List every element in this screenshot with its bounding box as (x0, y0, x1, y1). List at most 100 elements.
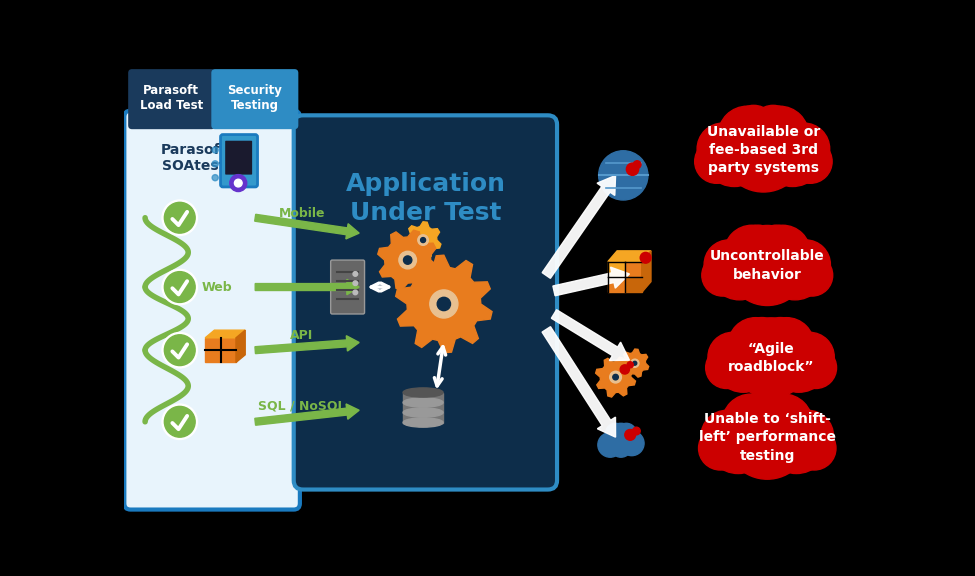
Circle shape (404, 256, 411, 264)
Ellipse shape (403, 408, 443, 417)
Circle shape (759, 317, 801, 361)
Circle shape (437, 297, 450, 310)
Circle shape (795, 347, 837, 388)
Circle shape (735, 393, 780, 439)
Text: Application
Under Test: Application Under Test (345, 172, 505, 225)
Circle shape (633, 361, 637, 365)
FancyBboxPatch shape (225, 141, 253, 175)
Circle shape (165, 407, 195, 437)
FancyBboxPatch shape (128, 69, 215, 129)
Circle shape (727, 225, 807, 305)
Circle shape (725, 395, 809, 479)
Polygon shape (607, 251, 651, 262)
Circle shape (708, 332, 758, 382)
Text: Parasoft
Load Test: Parasoft Load Test (139, 84, 203, 112)
Circle shape (755, 225, 799, 268)
Circle shape (162, 332, 198, 368)
Circle shape (610, 435, 632, 457)
Polygon shape (205, 338, 236, 362)
Ellipse shape (403, 398, 443, 407)
Text: Parasoft
SOAtest: Parasoft SOAtest (161, 143, 227, 173)
Circle shape (785, 332, 835, 382)
Circle shape (230, 175, 247, 192)
Text: Uncontrollable
behavior: Uncontrollable behavior (710, 249, 825, 282)
Circle shape (627, 362, 634, 368)
Text: SQL / NoSQL: SQL / NoSQL (258, 399, 346, 412)
Circle shape (620, 365, 630, 374)
Circle shape (731, 105, 776, 150)
Circle shape (599, 151, 648, 200)
Circle shape (616, 423, 637, 444)
Polygon shape (205, 330, 245, 338)
FancyArrow shape (254, 404, 359, 425)
Polygon shape (396, 255, 492, 353)
FancyBboxPatch shape (331, 260, 365, 314)
Circle shape (213, 147, 218, 153)
Circle shape (631, 359, 639, 367)
Circle shape (234, 179, 242, 187)
Circle shape (162, 200, 198, 236)
Circle shape (755, 225, 810, 281)
Text: “Agile
roadblock”: “Agile roadblock” (728, 342, 814, 374)
Text: Security
Testing: Security Testing (227, 84, 282, 112)
Circle shape (704, 240, 754, 289)
Circle shape (605, 423, 637, 454)
Circle shape (789, 139, 832, 183)
Circle shape (165, 335, 195, 366)
Circle shape (764, 238, 826, 300)
Circle shape (768, 331, 830, 392)
Text: Mobile: Mobile (279, 207, 326, 221)
Circle shape (633, 427, 641, 435)
Circle shape (793, 426, 836, 470)
Circle shape (740, 245, 795, 300)
Circle shape (162, 270, 198, 305)
Circle shape (709, 238, 770, 300)
Circle shape (722, 108, 805, 192)
Circle shape (734, 129, 793, 187)
Text: Web: Web (201, 281, 232, 294)
Polygon shape (625, 262, 642, 277)
Circle shape (420, 237, 425, 242)
Circle shape (760, 122, 825, 187)
FancyArrow shape (542, 175, 615, 278)
FancyArrow shape (254, 214, 359, 239)
Circle shape (634, 161, 641, 168)
Polygon shape (236, 330, 245, 362)
Polygon shape (596, 357, 636, 397)
Circle shape (353, 272, 358, 276)
Text: Unable to ‘shift-
left’ performance
testing: Unable to ‘shift- left’ performance test… (699, 412, 836, 463)
Text: Unavailable or
fee-based 3rd
party systems: Unavailable or fee-based 3rd party syste… (707, 124, 820, 175)
FancyArrow shape (553, 267, 630, 295)
Circle shape (702, 255, 743, 296)
Circle shape (430, 290, 458, 318)
Circle shape (697, 123, 749, 175)
Circle shape (695, 139, 738, 183)
Circle shape (738, 416, 797, 474)
FancyArrow shape (254, 336, 359, 354)
Circle shape (740, 317, 784, 361)
Ellipse shape (403, 388, 443, 397)
Circle shape (609, 372, 621, 383)
Circle shape (613, 374, 618, 380)
FancyBboxPatch shape (220, 135, 257, 187)
Circle shape (165, 202, 195, 233)
Circle shape (213, 175, 218, 181)
Polygon shape (403, 403, 443, 412)
Polygon shape (405, 222, 441, 258)
Circle shape (162, 404, 198, 439)
Circle shape (781, 240, 831, 289)
Circle shape (641, 252, 651, 263)
FancyArrow shape (255, 279, 359, 295)
Circle shape (759, 317, 814, 373)
Polygon shape (403, 392, 443, 403)
Circle shape (626, 163, 639, 175)
Circle shape (722, 394, 780, 452)
Circle shape (736, 225, 780, 268)
Polygon shape (403, 412, 443, 423)
Circle shape (701, 410, 753, 462)
Circle shape (399, 251, 416, 269)
Circle shape (706, 409, 770, 473)
Circle shape (755, 394, 812, 452)
Circle shape (213, 161, 218, 167)
Circle shape (418, 235, 428, 245)
